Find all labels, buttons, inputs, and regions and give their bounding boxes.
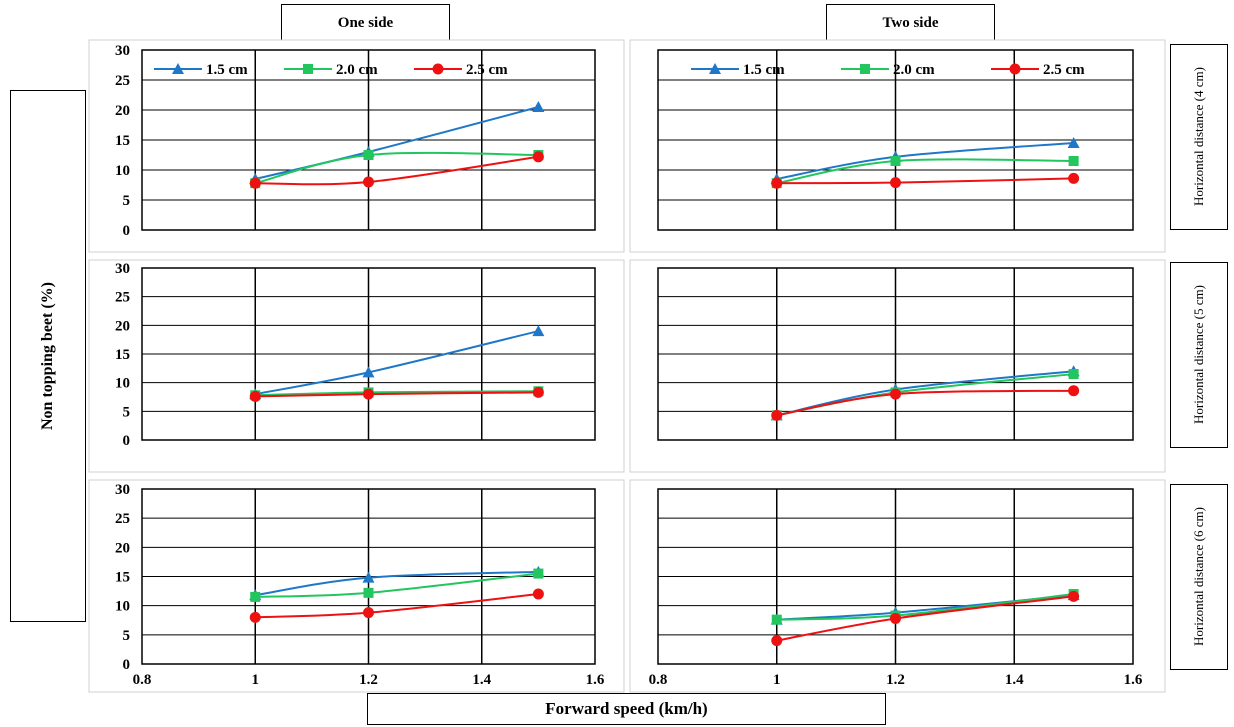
y-tick-label: 30 [115, 482, 130, 498]
series-line-20 [255, 151, 539, 185]
series-line-25 [776, 595, 1074, 642]
marker-circle [532, 151, 544, 163]
x-tick-label: 1.2 [359, 672, 378, 688]
x-tick-label: 1 [252, 672, 260, 688]
x-tick-label: 1 [773, 672, 781, 688]
marker-triangle [1067, 137, 1080, 148]
y-tick-label: 30 [115, 261, 130, 277]
y-tick-label: 5 [123, 404, 131, 420]
marker-triangle [172, 63, 184, 74]
marker-triangle [709, 63, 721, 74]
marker-circle [532, 588, 544, 600]
marker-circle [1068, 590, 1080, 602]
legend-label: 2.5 cm [1043, 62, 1085, 78]
y-tick-label: 10 [115, 376, 130, 392]
marker-square [533, 568, 544, 579]
y-tick-label: 10 [115, 599, 130, 615]
marker-triangle [362, 571, 375, 583]
y-tick-label: 20 [115, 103, 130, 119]
marker-triangle [532, 325, 545, 337]
y-tick-label: 5 [123, 193, 131, 209]
y-tick-label: 0 [123, 433, 131, 449]
panel-2: 1.5 cm 2.0 cm 2.5 cm [629, 39, 1166, 253]
marker-square [363, 587, 374, 598]
x-tick-label: 1.6 [1124, 672, 1143, 688]
marker-circle [890, 613, 901, 624]
marker-circle [771, 635, 783, 647]
y-tick-label: 25 [115, 290, 130, 306]
legend-label: 2.5 cm [466, 62, 508, 78]
series-line-25 [776, 177, 1074, 185]
y-tick-label: 15 [115, 133, 130, 149]
y-tick-label: 30 [115, 43, 130, 59]
x-tick-label: 1.2 [886, 672, 905, 688]
marker-square [303, 64, 313, 74]
y-tick-label: 0 [123, 223, 131, 239]
y-tick-label: 25 [115, 511, 130, 527]
legend-label: 2.0 cm [893, 62, 935, 78]
marker-circle [532, 386, 544, 398]
marker-circle [363, 388, 374, 400]
legend-label: 1.5 cm [206, 62, 248, 78]
y-tick-label: 15 [115, 570, 130, 586]
series-line-20 [255, 390, 539, 397]
marker-circle [363, 607, 374, 619]
marker-circle [249, 611, 261, 623]
panel-1: 0 5 10 15 20 25 30 1.5 cm 2.0 cm 2.5 cm [88, 39, 625, 253]
y-tick-label: 20 [115, 540, 130, 556]
marker-circle [771, 409, 783, 421]
marker-circle [1068, 385, 1080, 397]
marker-square [1068, 369, 1079, 380]
marker-circle [249, 177, 261, 189]
x-tick-label: 1.6 [586, 672, 605, 688]
panel-5: 0 5 10 15 20 25 30 0.8 1 1.2 1.4 1.6 [88, 479, 625, 693]
marker-square [860, 64, 870, 74]
series-line-20 [776, 593, 1074, 621]
marker-circle [1009, 63, 1021, 75]
marker-square [1068, 156, 1079, 166]
col-title-one-side: One side [281, 4, 450, 42]
marker-circle [771, 177, 783, 189]
series-line-15 [255, 330, 539, 396]
marker-square [890, 156, 901, 166]
y-tick-label: 10 [115, 163, 130, 179]
series-line-15 [255, 570, 539, 597]
marker-triangle [532, 101, 545, 112]
marker-circle [1068, 172, 1080, 184]
x-tick-label: 0.8 [133, 672, 152, 688]
y-tick-label: 25 [115, 73, 130, 89]
y-tick-label: 5 [123, 628, 131, 644]
y-tick-label: 0 [123, 657, 131, 673]
y-tick-label: 15 [115, 347, 130, 363]
marker-circle [890, 177, 901, 189]
series-line-20 [255, 572, 539, 598]
marker-circle [890, 388, 901, 400]
marker-circle [249, 390, 261, 402]
legend-label: 2.0 cm [336, 62, 378, 78]
x-tick-label: 0.8 [649, 672, 668, 688]
legend-label: 1.5 cm [743, 62, 785, 78]
marker-square [771, 614, 782, 625]
panel-4 [629, 259, 1166, 473]
y-tick-label: 20 [115, 318, 130, 334]
x-axis-label: Forward speed (km/h) [367, 693, 886, 725]
x-tick-label: 1.4 [472, 672, 491, 688]
marker-triangle [362, 366, 375, 378]
series-line-15 [255, 106, 539, 180]
x-tick-label: 1.4 [1005, 672, 1024, 688]
marker-square [363, 150, 374, 160]
marker-circle [363, 176, 374, 188]
panel-3: 0 5 10 15 20 25 30 [88, 259, 625, 473]
marker-square [250, 591, 261, 602]
marker-circle [432, 63, 444, 75]
panel-6: 0.8 1 1.2 1.4 1.6 [629, 479, 1166, 693]
